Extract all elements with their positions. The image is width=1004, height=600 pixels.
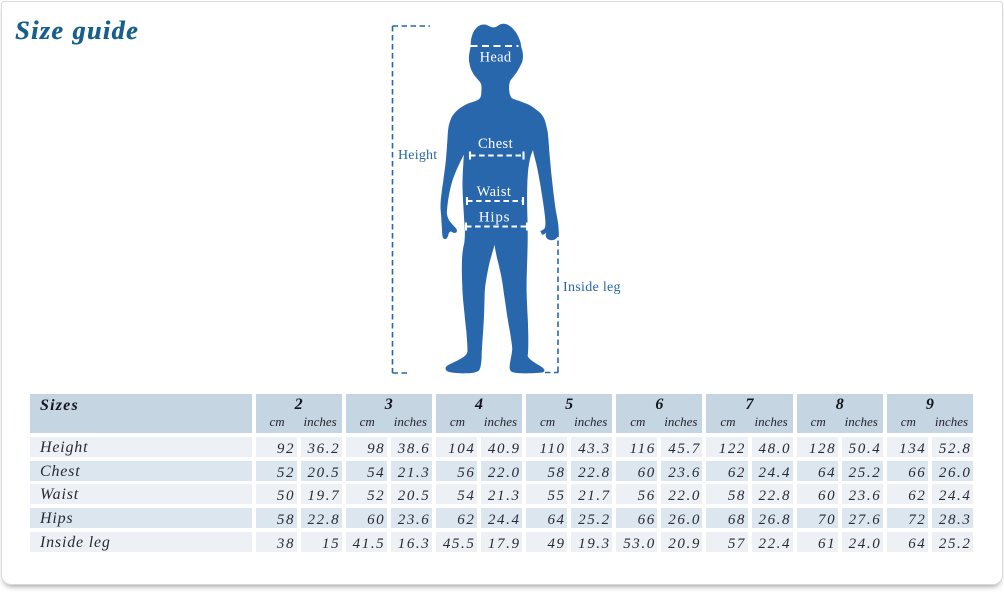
svg-text:Head: Head: [480, 49, 512, 65]
svg-text:Hips: Hips: [479, 210, 511, 226]
svg-text:Height: Height: [398, 148, 437, 163]
svg-text:Inside leg: Inside leg: [563, 280, 621, 295]
svg-text:Chest: Chest: [478, 136, 513, 152]
svg-text:Waist: Waist: [477, 184, 512, 200]
